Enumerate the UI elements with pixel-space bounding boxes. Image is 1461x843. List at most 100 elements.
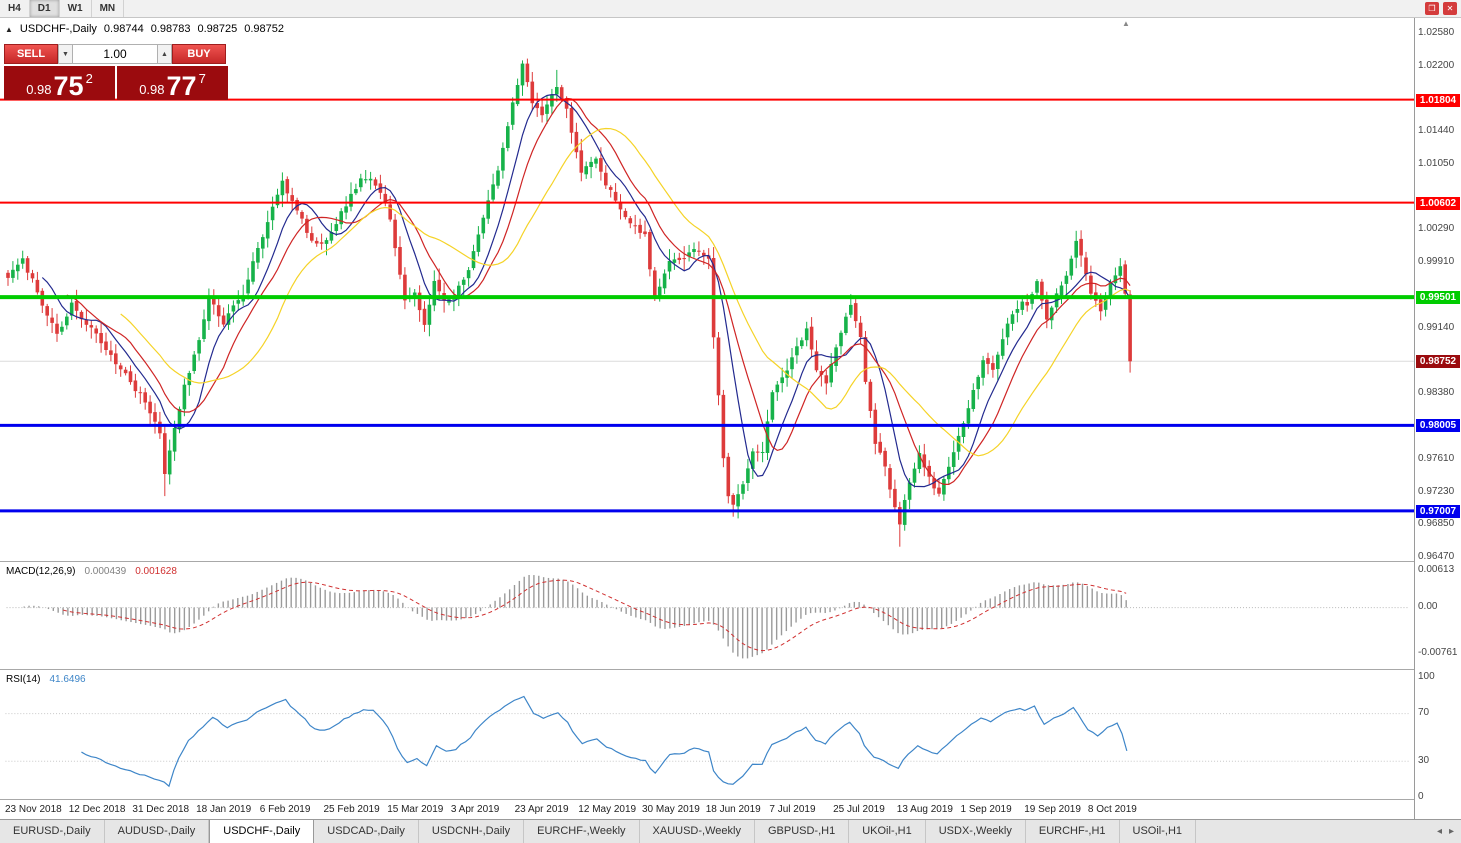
candle-body (192, 354, 196, 371)
candle-body (236, 300, 241, 304)
candle-body (172, 428, 177, 452)
moving-average-8 (41, 93, 1131, 488)
candle-body (417, 292, 422, 311)
candle-body (1015, 309, 1020, 313)
chart-tab-usdcnh-daily[interactable]: USDCNH-,Daily (419, 820, 525, 843)
candle-body (1005, 323, 1010, 338)
chart-shift-marker-icon[interactable]: ▲ (1122, 19, 1130, 28)
candle-body (510, 102, 515, 125)
candle-body (1064, 275, 1069, 284)
candle-body (1084, 257, 1088, 275)
candle-body (927, 465, 931, 477)
candle-body (50, 317, 54, 323)
candle-body (1089, 275, 1093, 294)
chart-tab-xauusd-weekly[interactable]: XAUUSD-,Weekly (640, 820, 755, 843)
timeframe-h4-button[interactable]: H4 (0, 0, 30, 17)
candle-body (481, 217, 486, 234)
chart-tab-eurchf-h1[interactable]: EURCHF-,H1 (1026, 820, 1120, 843)
collapse-panel-icon[interactable]: ▲ (5, 24, 13, 34)
sell-price-display[interactable]: 0.98 75 2 (4, 66, 115, 100)
candle-body (961, 423, 966, 437)
macd-signal-line (62, 579, 1127, 652)
candle-body (515, 85, 520, 105)
close-window-icon[interactable]: ✕ (1443, 2, 1457, 15)
chart-tab-eurusd-daily[interactable]: EURUSD-,Daily (0, 820, 105, 843)
candles (6, 58, 1132, 547)
chart-tab-audusd-daily[interactable]: AUDUSD-,Daily (105, 820, 210, 843)
candle-body (212, 295, 216, 305)
candle-body (530, 81, 535, 104)
candle-body (363, 179, 368, 181)
candle-body (604, 172, 608, 186)
candle-body (893, 488, 897, 508)
volume-increase-button[interactable]: ▲ (157, 44, 172, 64)
candle-body (687, 252, 691, 257)
axis-tick: 1.01050 (1418, 158, 1455, 170)
volume-decrease-button[interactable]: ▼ (58, 44, 73, 64)
candle-body (1040, 281, 1044, 301)
buy-button[interactable]: BUY (172, 44, 226, 64)
macd-value: 0.000439 (84, 566, 127, 577)
candle-body (138, 392, 143, 394)
macd-histogram (23, 574, 1127, 659)
chart-tab-usdcad-daily[interactable]: USDCAD-,Daily (314, 820, 419, 843)
candle-body (584, 166, 588, 175)
tab-scroll-left-icon[interactable]: ◂ (1436, 826, 1442, 837)
timeframe-w1-button[interactable]: W1 (60, 0, 92, 17)
volume-input[interactable] (73, 44, 157, 64)
buy-price-display[interactable]: 0.98 77 7 (117, 66, 228, 100)
timeframe-d1-button[interactable]: D1 (29, 0, 60, 17)
chart-tab-eurchf-weekly[interactable]: EURCHF-,Weekly (524, 820, 640, 843)
macd-indicator-panel[interactable] (0, 561, 1414, 669)
candle-body (775, 384, 780, 393)
date-axis[interactable]: 23 Nov 2018 12 Dec 2018 31 Dec 2018 18 Jan … (0, 799, 1414, 819)
candle-body (956, 435, 961, 452)
chart-tab-usoil-h1[interactable]: USOil-,H1 (1120, 820, 1197, 843)
candle-body (550, 95, 554, 107)
chart-tab-usdchf-daily[interactable]: USDCHF-,Daily (209, 820, 315, 843)
chart-tab-gbpusd-h1[interactable]: GBPUSD-,H1 (755, 820, 850, 843)
date-label: 25 Feb 2019 (323, 804, 380, 815)
date-label: 23 Nov 2018 (5, 804, 62, 815)
candle-body (216, 305, 221, 317)
date-label: 23 Apr 2019 (514, 804, 569, 815)
candle-body (922, 454, 927, 468)
candle-body (153, 412, 157, 422)
candle-body (261, 237, 265, 249)
candle-body (143, 392, 147, 403)
candle-body (305, 218, 309, 233)
candle-body (702, 252, 706, 256)
chart-tab-usdx-weekly[interactable]: USDX-,Weekly (926, 820, 1026, 843)
candle-body (996, 354, 1000, 369)
candle-body (354, 189, 358, 194)
candle-body (868, 381, 873, 411)
axis-tick: 100 (1418, 671, 1435, 682)
axis-tick: 1.02200 (1418, 59, 1455, 71)
price-axis[interactable]: 1.02580 1.02200 1.01440 1.01050 1.00290 0.999… (1414, 18, 1461, 819)
candle-body (951, 452, 956, 467)
tab-scroll-right-icon[interactable]: ▸ (1448, 826, 1454, 837)
candle-body (888, 468, 892, 490)
price-chart-canvas[interactable] (0, 18, 1414, 561)
timeframe-mn-button[interactable]: MN (92, 0, 125, 17)
candle-body (314, 240, 319, 244)
candle-body (461, 279, 466, 285)
date-label: 13 Aug 2019 (896, 804, 953, 815)
candle-body (324, 240, 329, 244)
candle-body (731, 495, 735, 505)
candle-body (981, 360, 985, 378)
chart-tab-ukoil-h1[interactable]: UKOil-,H1 (849, 820, 926, 843)
restore-window-icon[interactable]: ❐ (1425, 2, 1439, 15)
candle-body (412, 292, 417, 296)
candle-body (971, 390, 976, 409)
candle-body (1103, 298, 1108, 310)
candle-body (1069, 258, 1074, 276)
candle-body (716, 337, 721, 396)
sell-button[interactable]: SELL (4, 44, 58, 64)
candle-body (398, 247, 402, 275)
candle-body (1025, 302, 1029, 306)
candle-body (123, 369, 128, 374)
candle-body (545, 104, 549, 114)
candle-body (829, 364, 833, 383)
rsi-indicator-panel[interactable] (0, 669, 1414, 799)
